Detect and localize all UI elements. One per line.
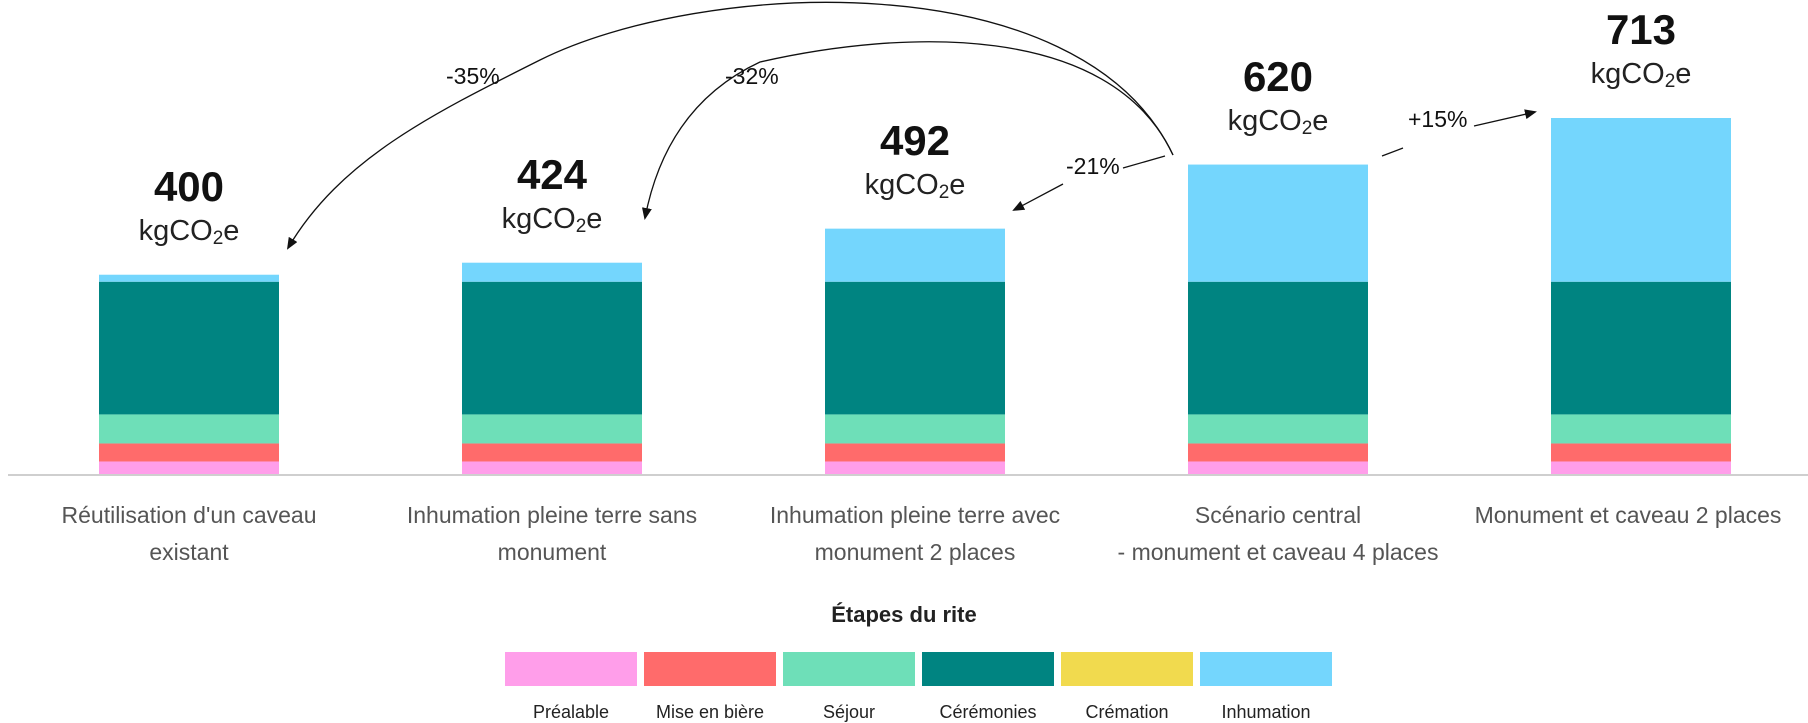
- legend-label: Mise en bière: [655, 702, 765, 722]
- comparison-label: -21%: [1066, 153, 1120, 179]
- total-label: 400 kgCO2e: [79, 163, 299, 259]
- total-unit: kgCO2e: [138, 214, 240, 249]
- bar-segment-4-c-r-monies: [1188, 281, 1368, 415]
- category-label: Inhumation pleine terre avec monument 2 …: [769, 502, 1061, 565]
- bar-segment-5-c-r-monies: [1551, 281, 1731, 415]
- legend: Préalable Mise en bière Séjour Cérémonies Cr…: [505, 652, 1334, 722]
- bar-segment-1-s-jour: [99, 414, 279, 444]
- comparison-arrow: [1381, 112, 1535, 157]
- bar-segment-4-inhumation: [1188, 164, 1368, 282]
- total-value: 492: [879, 116, 951, 164]
- bar-segment-3-mise-en-bi-re: [825, 443, 1005, 462]
- bar-segment-4-pr-alable: [1188, 461, 1368, 475]
- total-unit: kgCO2e: [501, 202, 603, 237]
- legend-item: Séjour: [783, 652, 915, 723]
- legend-label: Séjour: [822, 702, 876, 722]
- comparison-arrow: [1014, 155, 1166, 210]
- legend-swatch: [644, 652, 776, 686]
- bar-segment-3-inhumation: [825, 228, 1005, 282]
- bar-segment-5-pr-alable: [1551, 461, 1731, 475]
- total-value: 400: [153, 162, 225, 210]
- legend-item: Crémation: [1061, 652, 1193, 723]
- bar-segment-4-s-jour: [1188, 414, 1368, 444]
- legend-item: Mise en bière: [644, 652, 776, 723]
- chart-plot-area: [8, 1, 1808, 476]
- total-label: 713 kgCO2e: [1531, 6, 1751, 102]
- legend-label: Crémation: [1085, 702, 1169, 722]
- total-value: 620: [1242, 52, 1314, 100]
- bar-segment-3-s-jour: [825, 414, 1005, 444]
- comparison-arrow: [286, 1, 1174, 250]
- comparison-label: -32%: [725, 63, 779, 89]
- legend-swatch: [505, 652, 637, 686]
- bar-segment-5-inhumation: [1551, 118, 1731, 282]
- bar-segment-2-inhumation: [462, 262, 642, 282]
- category-label: Inhumation pleine terre sans monument: [406, 502, 698, 565]
- total-label: 492 kgCO2e: [805, 117, 1025, 213]
- legend-label: Préalable: [532, 702, 610, 722]
- bar-segment-5-mise-en-bi-re: [1551, 443, 1731, 462]
- comparison-arrow: [641, 41, 1174, 220]
- legend-swatch: [783, 652, 915, 686]
- category-label: Réutilisation d'un caveau existant: [61, 502, 317, 565]
- total-label: 424 kgCO2e: [442, 151, 662, 247]
- bar-segment-1-inhumation: [99, 274, 279, 282]
- bar-segment-3-c-r-monies: [825, 281, 1005, 415]
- bar-segment-2-pr-alable: [462, 461, 642, 475]
- legend-item: Cérémonies: [922, 652, 1054, 723]
- bar-segment-1-c-r-monies: [99, 281, 279, 415]
- legend-swatch: [1200, 652, 1332, 686]
- total-value: 424: [516, 150, 588, 198]
- total-unit: kgCO2e: [1590, 58, 1692, 92]
- comparison-label: +15%: [1408, 106, 1468, 132]
- legend-title: Étapes du rite: [831, 602, 977, 627]
- bar-segment-2-s-jour: [462, 414, 642, 444]
- bar-segment-4-mise-en-bi-re: [1188, 443, 1368, 462]
- bar-segment-2-c-r-monies: [462, 281, 642, 415]
- bar-segment-3-pr-alable: [825, 461, 1005, 475]
- total-label: 620 kgCO2e: [1168, 53, 1388, 149]
- bar-segment-1-pr-alable: [99, 461, 279, 475]
- total-unit: kgCO2e: [864, 168, 966, 203]
- legend-item: Inhumation: [1200, 652, 1332, 723]
- total-unit: kgCO2e: [1227, 104, 1329, 139]
- legend-label: Inhumation: [1221, 702, 1311, 722]
- bar-segment-1-mise-en-bi-re: [99, 443, 279, 462]
- total-value: 713: [1605, 6, 1677, 53]
- bar-segment-5-s-jour: [1551, 414, 1731, 444]
- comparison-label: -35%: [446, 63, 500, 89]
- legend-swatch: [922, 652, 1054, 686]
- legend-label: Cérémonies: [939, 702, 1037, 722]
- category-label: Scénario central - monument et caveau 4 …: [1117, 502, 1439, 565]
- category-label: Monument et caveau 2 places: [1474, 502, 1782, 528]
- legend-item: Préalable: [505, 652, 637, 723]
- bar-segment-2-mise-en-bi-re: [462, 443, 642, 462]
- legend-swatch: [1061, 652, 1193, 686]
